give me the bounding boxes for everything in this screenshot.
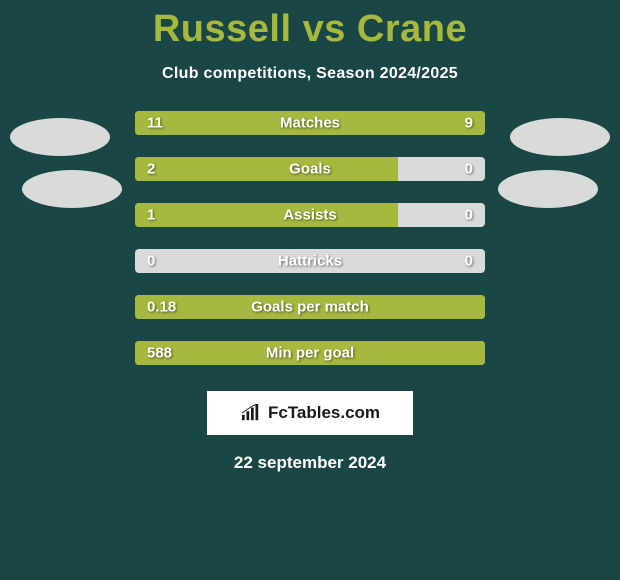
stat-bars: 11 9 Matches 2 0 Goals 1 0 Assists 0 0 Hattricks 0.1… <box>135 111 485 365</box>
brand-logo-icon <box>240 404 262 422</box>
bar-right-value: 0 <box>465 161 473 178</box>
bar-left-value: 0 <box>147 253 155 270</box>
stat-bar-row: 11 9 Matches <box>135 111 485 135</box>
comparison-title: Russell vs Crane <box>0 0 620 51</box>
brand-text: FcTables.com <box>268 403 380 423</box>
date-label: 22 september 2024 <box>0 453 620 473</box>
bar-left-fill <box>135 157 398 181</box>
bar-left-value: 0.18 <box>147 299 176 316</box>
bar-label: Goals <box>289 161 331 178</box>
bar-right-value: 0 <box>465 207 473 224</box>
bar-label: Assists <box>283 207 336 224</box>
stat-bar-row: 2 0 Goals <box>135 157 485 181</box>
bar-left-value: 1 <box>147 207 155 224</box>
bar-right-fill <box>328 111 486 135</box>
bar-label: Goals per match <box>251 299 369 316</box>
bar-label: Hattricks <box>278 253 342 270</box>
player-right-avatar-2 <box>498 170 598 208</box>
season-subtitle: Club competitions, Season 2024/2025 <box>0 65 620 83</box>
player-right-avatar-1 <box>510 118 610 156</box>
bar-right-value: 9 <box>465 115 473 132</box>
bar-left-value: 588 <box>147 345 172 362</box>
stat-bar-row: 0.18 Goals per match <box>135 295 485 319</box>
player-left-avatar-2 <box>22 170 122 208</box>
stat-bar-row: 588 Min per goal <box>135 341 485 365</box>
bar-label: Min per goal <box>266 345 354 362</box>
bar-right-value: 0 <box>465 253 473 270</box>
bar-left-fill <box>135 203 398 227</box>
stat-bar-row: 1 0 Assists <box>135 203 485 227</box>
brand-badge: FcTables.com <box>207 391 413 435</box>
stat-bar-row: 0 0 Hattricks <box>135 249 485 273</box>
bar-left-value: 2 <box>147 161 155 178</box>
bar-label: Matches <box>280 115 340 132</box>
bar-left-value: 11 <box>147 115 163 132</box>
player-left-avatar-1 <box>10 118 110 156</box>
